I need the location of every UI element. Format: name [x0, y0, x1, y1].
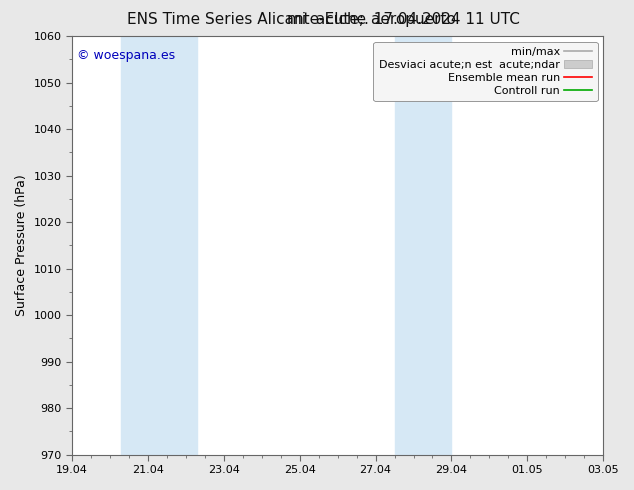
Text: mi  acute;. 17.04.2024 11 UTC: mi acute;. 17.04.2024 11 UTC: [287, 12, 520, 27]
Y-axis label: Surface Pressure (hPa): Surface Pressure (hPa): [15, 174, 28, 316]
Text: © woespana.es: © woespana.es: [77, 49, 176, 62]
Bar: [122, 36, 197, 455]
Legend: min/max, Desviaci acute;n est  acute;ndar, Ensemble mean run, Controll run: min/max, Desviaci acute;n est acute;ndar…: [373, 42, 598, 101]
Bar: [394, 36, 451, 455]
Text: ENS Time Series Alicante-Elche aeropuerto: ENS Time Series Alicante-Elche aeropuert…: [127, 12, 456, 27]
